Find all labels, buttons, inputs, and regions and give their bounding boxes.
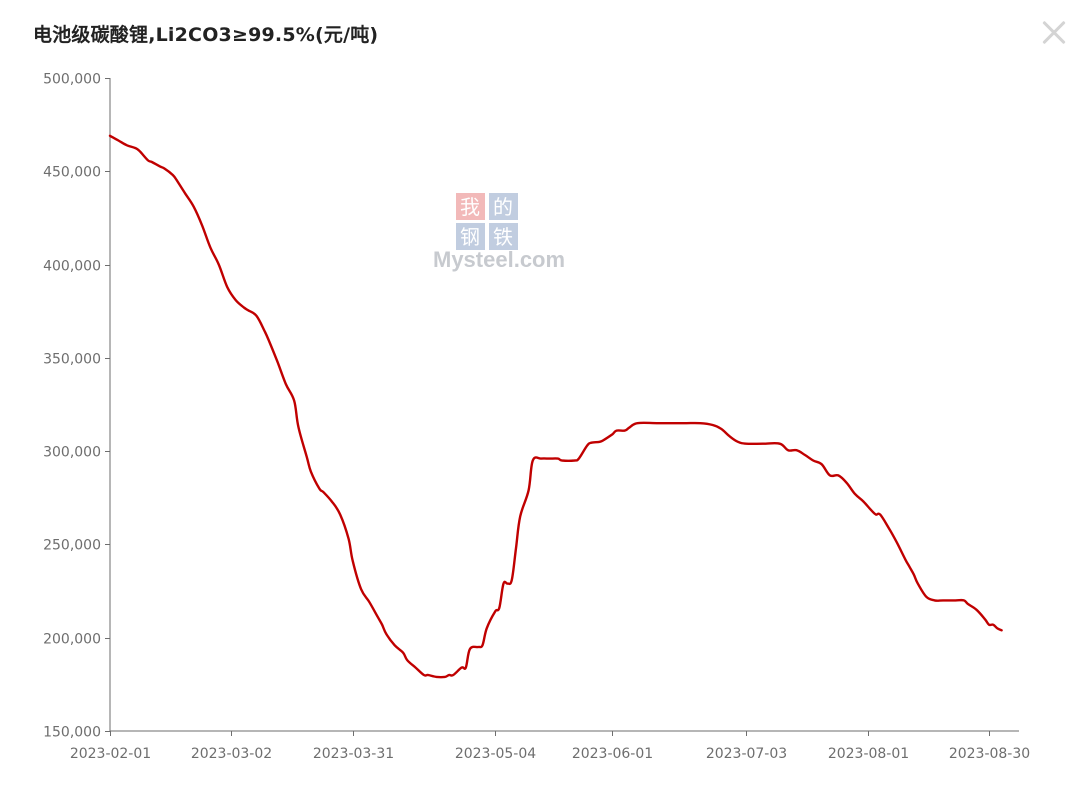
watermark-char: 铁 — [493, 225, 513, 249]
watermark-text: Mysteel.com — [433, 247, 565, 272]
y-tick-label: 200,000 — [43, 632, 101, 648]
x-tick-label: 2023-03-02 — [191, 746, 272, 762]
series-line — [108, 134, 1003, 679]
axes — [105, 78, 1019, 736]
y-tick-label: 150,000 — [43, 725, 101, 741]
y-tick-label: 300,000 — [43, 445, 101, 461]
watermark-char: 钢 — [460, 225, 480, 249]
x-tick-label: 2023-08-01 — [828, 746, 909, 762]
y-tick-label: 350,000 — [43, 352, 101, 368]
tick-labels: 150,000 200,000 250,000 300,000 350,000 400,0… — [43, 72, 1030, 763]
mysteel-watermark: 我 的 钢 铁 Mysteel.com — [433, 193, 565, 272]
x-tick-label: 2023-02-01 — [70, 746, 151, 762]
x-tick-label: 2023-06-01 — [572, 746, 653, 762]
x-tick-label: 2023-03-31 — [313, 746, 394, 762]
x-tick-label: 2023-08-30 — [949, 746, 1030, 762]
y-tick-label: 250,000 — [43, 538, 101, 554]
watermark-char: 的 — [493, 195, 513, 219]
x-tick-label: 2023-05-04 — [455, 746, 536, 762]
y-tick-label: 450,000 — [43, 165, 101, 181]
chart-title: 电池级碳酸锂,Li2CO3≥99.5%(元/吨) — [33, 24, 379, 46]
x-tick-label: 2023-07-03 — [706, 746, 787, 762]
y-tick-label: 500,000 — [43, 72, 101, 88]
watermark-char: 我 — [460, 195, 480, 219]
y-tick-label: 400,000 — [43, 259, 101, 275]
